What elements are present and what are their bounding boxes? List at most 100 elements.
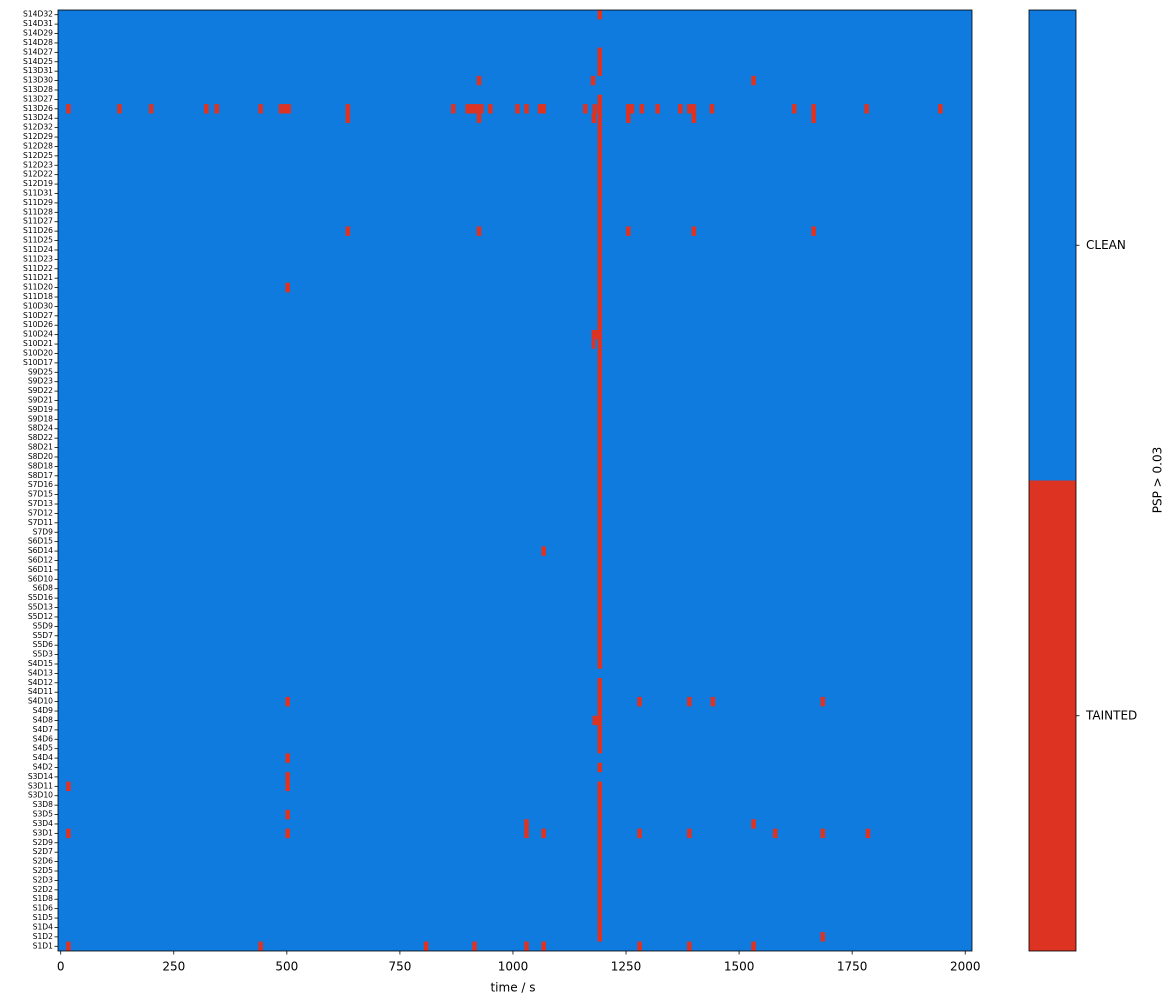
tainted-segment bbox=[148, 104, 154, 114]
tainted-segment bbox=[66, 941, 71, 951]
tainted-segment bbox=[597, 273, 603, 283]
y-tick-label: S4D10 bbox=[28, 697, 53, 706]
tainted-segment bbox=[597, 217, 603, 227]
tainted-segment bbox=[597, 932, 603, 942]
tainted-segment bbox=[626, 113, 631, 123]
y-tick-label: S12D22 bbox=[23, 170, 53, 179]
y-tick-label: S8D20 bbox=[28, 452, 53, 461]
tainted-segment bbox=[811, 104, 816, 114]
tainted-segment bbox=[637, 941, 642, 951]
y-tick-label: S13D31 bbox=[23, 66, 53, 75]
tainted-segment bbox=[865, 828, 871, 839]
y-tick-label: S5D7 bbox=[33, 631, 53, 640]
tainted-segment bbox=[583, 104, 588, 114]
y-tick-label: S2D9 bbox=[33, 838, 53, 847]
y-tick-label: S1D1 bbox=[33, 941, 53, 950]
tainted-segment bbox=[597, 198, 603, 208]
tainted-segment bbox=[541, 828, 546, 839]
tainted-segment bbox=[597, 800, 603, 810]
tainted-segment bbox=[597, 169, 603, 180]
tainted-segment bbox=[285, 809, 291, 820]
y-tick-label: S10D24 bbox=[23, 330, 53, 339]
tainted-segment bbox=[597, 687, 603, 697]
tainted-segment bbox=[423, 941, 429, 951]
y-tick-label: S2D7 bbox=[33, 847, 53, 856]
y-tick-label: S10D30 bbox=[23, 301, 53, 310]
tainted-segment bbox=[687, 941, 692, 951]
tainted-segment bbox=[597, 838, 603, 848]
tainted-segment bbox=[597, 245, 603, 255]
tainted-segment bbox=[597, 292, 603, 302]
y-tick-label: S8D21 bbox=[28, 443, 53, 452]
y-tick-label: S7D9 bbox=[33, 527, 53, 536]
tainted-segment bbox=[597, 226, 603, 236]
tainted-segment bbox=[710, 696, 716, 707]
tainted-segment bbox=[773, 828, 778, 839]
tainted-segment bbox=[597, 725, 603, 735]
tainted-segment bbox=[597, 320, 603, 330]
y-tick-label: S11D20 bbox=[23, 283, 53, 292]
tainted-segment bbox=[66, 781, 71, 792]
y-tick-label: S8D22 bbox=[28, 433, 53, 442]
y-tick-label: S10D21 bbox=[23, 339, 53, 348]
tainted-segment bbox=[597, 480, 603, 490]
tainted-segment bbox=[597, 358, 603, 368]
y-tick-label: S14D32 bbox=[23, 10, 53, 19]
y-tick-label: S13D27 bbox=[23, 94, 53, 103]
tainted-segment bbox=[597, 518, 603, 528]
tainted-segment bbox=[597, 311, 603, 321]
tainted-segment bbox=[597, 696, 603, 707]
y-tick-label: S3D4 bbox=[33, 819, 53, 828]
y-tick-label: S4D11 bbox=[28, 687, 53, 696]
y-tick-label: S12D25 bbox=[23, 151, 53, 160]
tainted-segment bbox=[597, 734, 603, 744]
y-tick-label: S2D3 bbox=[33, 875, 53, 884]
y-tick-label: S6D10 bbox=[28, 574, 53, 583]
y-tick-label: S14D28 bbox=[23, 38, 53, 47]
tainted-segment bbox=[597, 894, 603, 904]
y-tick-label: S9D23 bbox=[28, 377, 53, 386]
y-tick-label: S6D12 bbox=[28, 555, 53, 564]
y-tick-label: S1D8 bbox=[33, 894, 53, 903]
y-tick-label: S2D5 bbox=[33, 866, 53, 875]
y-tick-label: S14D27 bbox=[23, 47, 53, 56]
y-tick-label: S12D28 bbox=[23, 141, 53, 150]
tainted-segment bbox=[751, 941, 756, 951]
tainted-segment bbox=[597, 781, 603, 792]
tainted-segment bbox=[597, 499, 603, 509]
tainted-segment bbox=[597, 47, 603, 58]
y-tick-label: S3D5 bbox=[33, 810, 53, 819]
tainted-segment bbox=[597, 113, 603, 123]
tainted-segment bbox=[597, 10, 603, 20]
tainted-segment bbox=[597, 791, 603, 801]
y-tick-label: S6D14 bbox=[28, 546, 53, 555]
tainted-segment bbox=[597, 57, 603, 67]
tainted-segment bbox=[597, 885, 603, 895]
colorbar-segment bbox=[1029, 480, 1076, 951]
tainted-segment bbox=[597, 395, 603, 406]
tainted-segment bbox=[597, 875, 603, 886]
tainted-segment bbox=[637, 696, 642, 707]
tainted-segment bbox=[820, 696, 826, 707]
tainted-segment bbox=[597, 160, 603, 170]
tainted-segment bbox=[597, 376, 603, 387]
tainted-segment bbox=[938, 104, 943, 114]
y-tick-label: S7D16 bbox=[28, 480, 53, 489]
x-tick-label: 250 bbox=[162, 960, 185, 974]
tainted-segment bbox=[597, 621, 603, 632]
tainted-segment bbox=[117, 104, 122, 114]
tainted-segment bbox=[597, 584, 603, 594]
y-tick-label: S12D29 bbox=[23, 132, 53, 141]
tainted-segment bbox=[597, 649, 603, 660]
tainted-segment bbox=[597, 847, 603, 857]
tainted-segment bbox=[629, 104, 635, 114]
tainted-segment bbox=[637, 828, 642, 839]
tainted-segment bbox=[597, 424, 603, 434]
tainted-segment bbox=[792, 104, 797, 114]
tainted-segment bbox=[687, 696, 692, 707]
y-tick-label: S9D21 bbox=[28, 396, 53, 405]
tainted-segment bbox=[541, 941, 546, 951]
tainted-segment bbox=[591, 329, 603, 340]
tainted-segment bbox=[597, 555, 603, 566]
colorbar-label: PSP > 0.03 bbox=[1151, 447, 1165, 514]
